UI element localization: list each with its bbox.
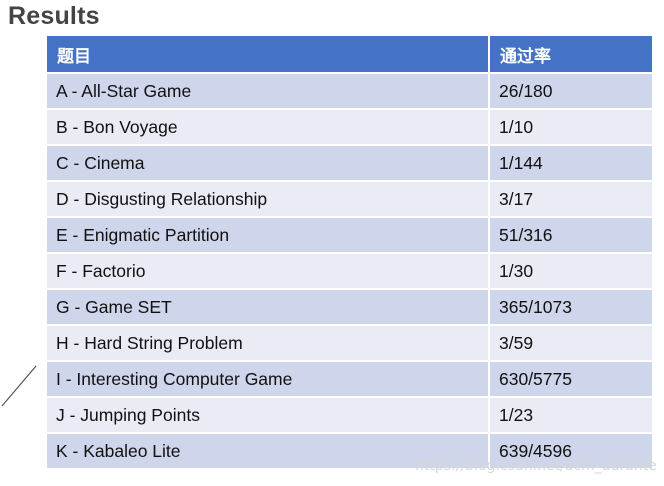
- results-table: 题目 通过率 A - All-Star Game 26/180 B - Bon …: [47, 36, 652, 468]
- pass-rate-cell: 3/59: [489, 324, 652, 361]
- table-row: H - Hard String Problem 3/59: [47, 324, 652, 361]
- problem-cell: K - Kabaleo Lite: [47, 432, 490, 468]
- pass-rate-cell: 639/4596: [489, 432, 652, 468]
- table-row: I - Interesting Computer Game 630/5775: [47, 360, 652, 397]
- pass-rate-cell: 630/5775: [489, 360, 652, 397]
- page-title: Results: [8, 2, 100, 30]
- table-row: A - All-Star Game 26/180: [47, 72, 652, 109]
- problem-cell: H - Hard String Problem: [47, 324, 490, 361]
- table-row: F - Factorio 1/30: [47, 252, 652, 289]
- table-header-row: 题目 通过率: [47, 36, 652, 73]
- table-row: G - Game SET 365/1073: [47, 288, 652, 325]
- problem-cell: J - Jumping Points: [47, 396, 490, 433]
- pass-rate-cell: 1/10: [489, 108, 652, 145]
- column-header-problem: 题目: [47, 36, 490, 73]
- pass-rate-cell: 1/144: [489, 144, 652, 181]
- pass-rate-cell: 1/23: [489, 396, 652, 433]
- pass-rate-cell: 3/17: [489, 180, 652, 217]
- table-row: K - Kabaleo Lite 639/4596: [47, 432, 652, 468]
- pass-rate-cell: 365/1073: [489, 288, 652, 325]
- problem-cell: F - Factorio: [47, 252, 490, 289]
- problem-cell: C - Cinema: [47, 144, 490, 181]
- problem-cell: B - Bon Voyage: [47, 108, 490, 145]
- table-row: E - Enigmatic Partition 51/316: [47, 216, 652, 253]
- problem-cell: A - All-Star Game: [47, 72, 490, 109]
- problem-cell: E - Enigmatic Partition: [47, 216, 490, 253]
- pass-rate-cell: 26/180: [489, 72, 652, 109]
- table-row: C - Cinema 1/144: [47, 144, 652, 181]
- decorative-line: [1, 365, 37, 407]
- pass-rate-cell: 1/30: [489, 252, 652, 289]
- column-header-pass-rate: 通过率: [489, 36, 652, 73]
- table-row: J - Jumping Points 1/23: [47, 396, 652, 433]
- problem-cell: D - Disgusting Relationship: [47, 180, 490, 217]
- watermark: https://blog.csdn.net/acm_durante: [415, 458, 657, 474]
- pass-rate-cell: 51/316: [489, 216, 652, 253]
- problem-cell: G - Game SET: [47, 288, 490, 325]
- table-row: D - Disgusting Relationship 3/17: [47, 180, 652, 217]
- problem-cell: I - Interesting Computer Game: [47, 360, 490, 397]
- table-row: B - Bon Voyage 1/10: [47, 108, 652, 145]
